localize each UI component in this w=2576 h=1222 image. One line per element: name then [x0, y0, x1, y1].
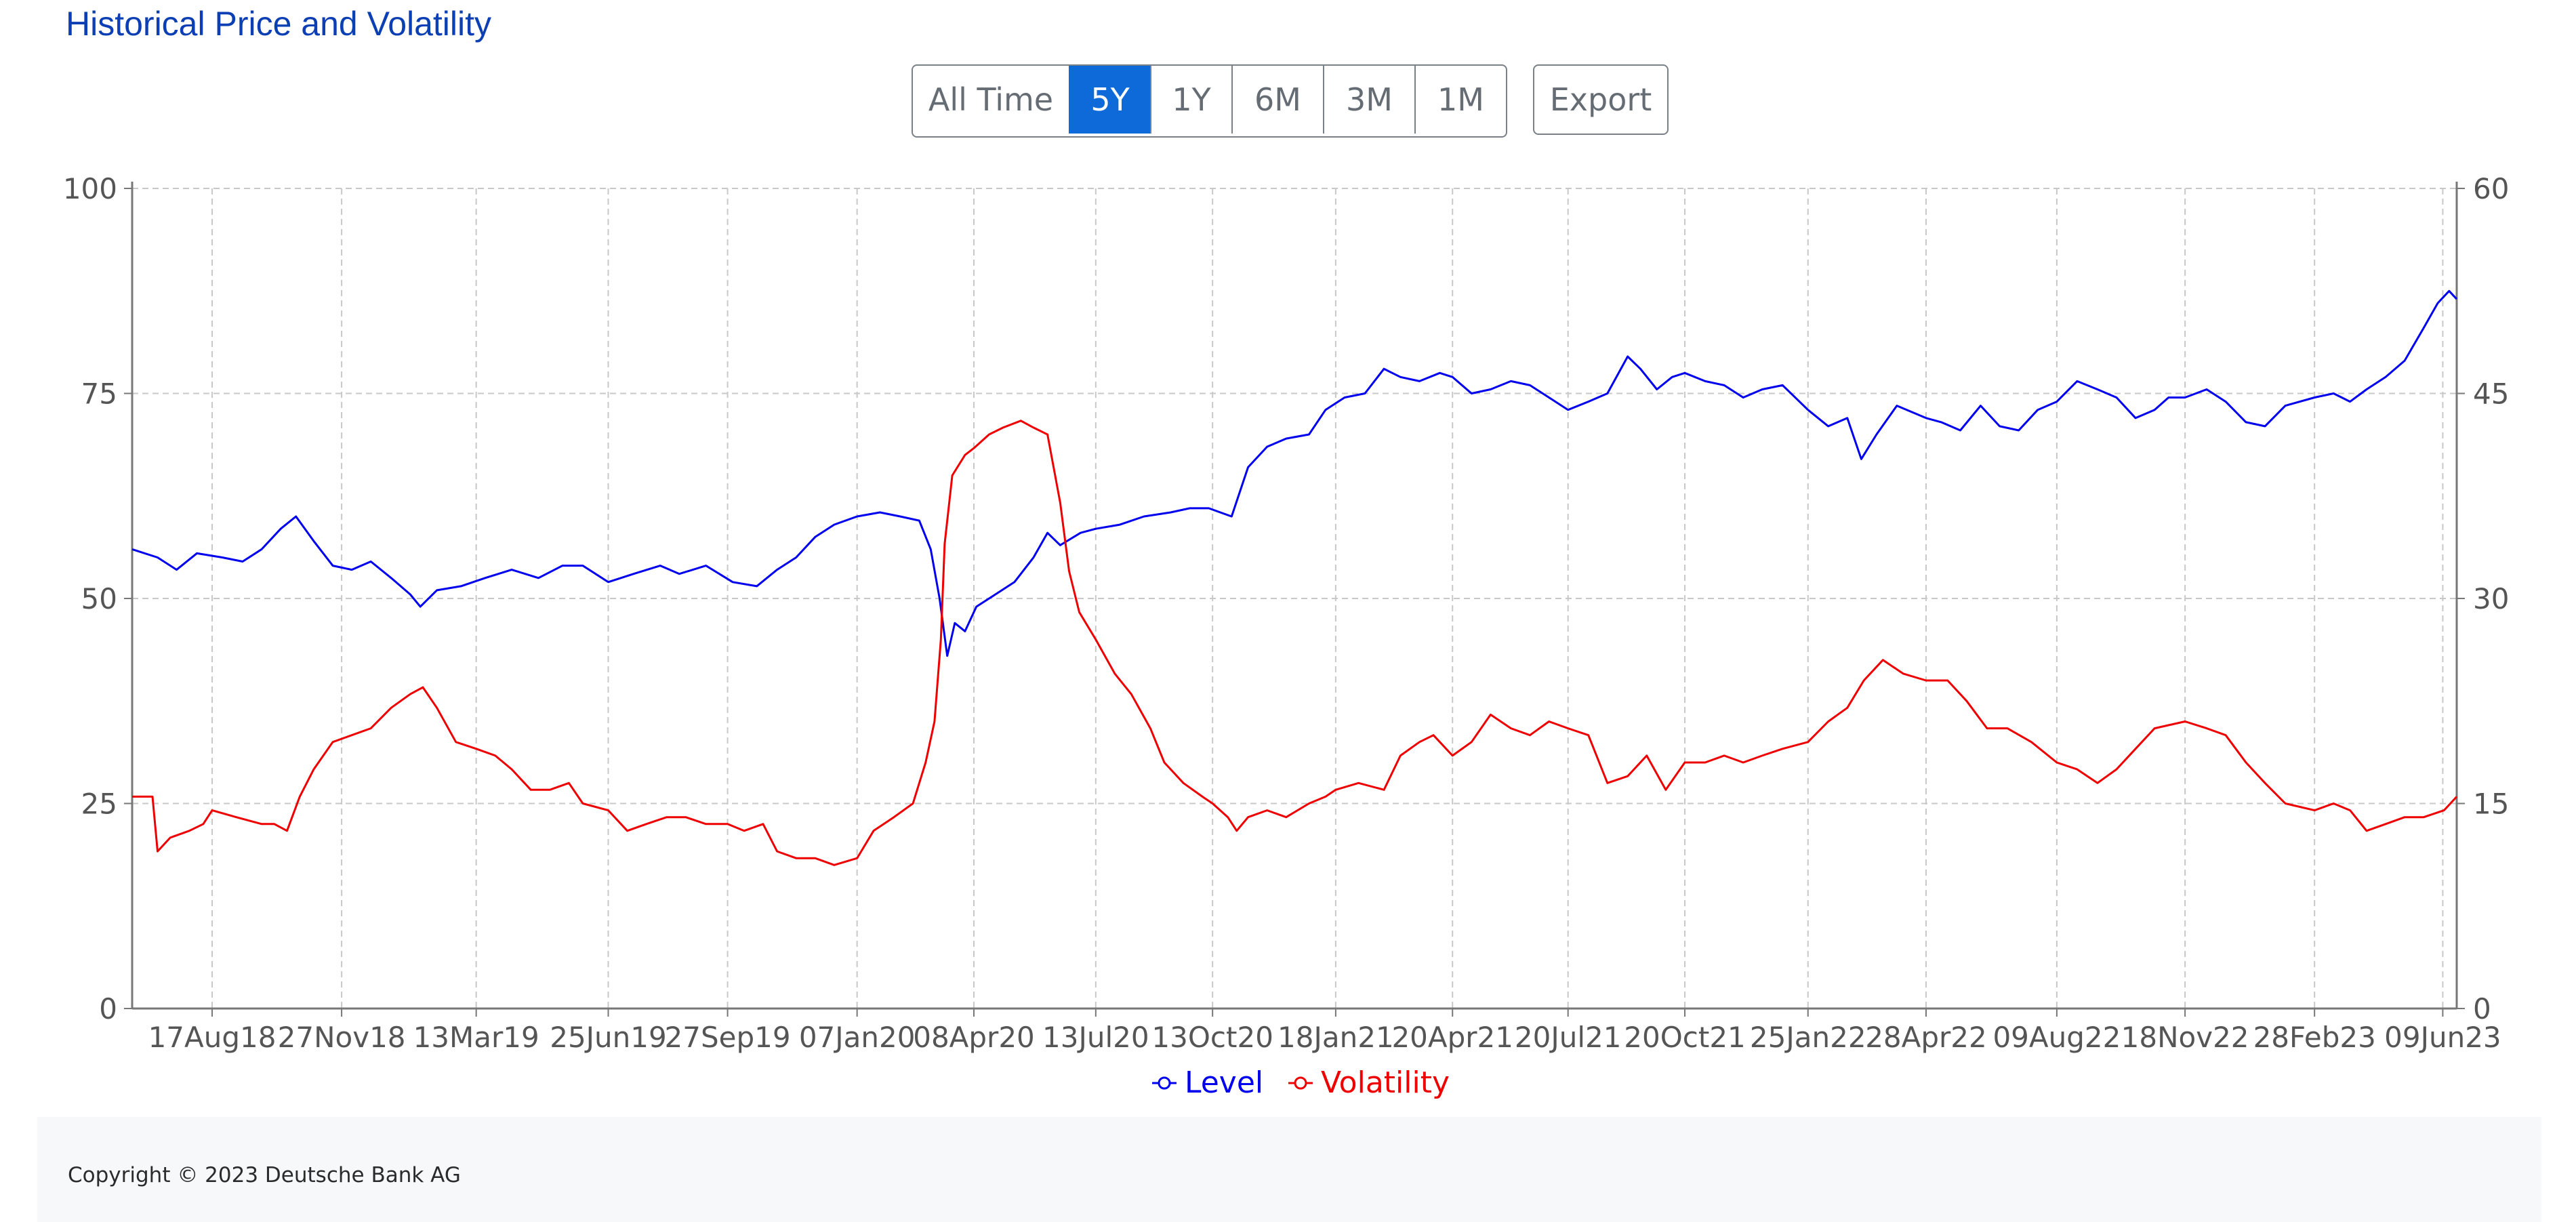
copyright-text: Copyright © 2023 Deutsche Bank AG: [68, 1163, 461, 1187]
chart-axes: [124, 182, 2465, 1017]
x-axis-tick-label: 13Mar19: [413, 1021, 539, 1054]
right-axis-tick-label: 30: [2473, 582, 2509, 615]
range-1y-button[interactable]: 1Y: [1150, 66, 1231, 134]
chart-legend: Level Volatility: [1152, 1065, 1450, 1100]
range-1m-button[interactable]: 1M: [1414, 66, 1506, 134]
x-axis-tick-label: 09Aug22: [1992, 1021, 2121, 1054]
x-axis-tick-label: 28Apr22: [1865, 1021, 1987, 1054]
x-axis-tick-label: 13Oct20: [1151, 1021, 1273, 1054]
range-button-group: All Time 5Y 1Y 6M 3M 1M: [912, 64, 1507, 138]
legend-marker-dot: [1158, 1076, 1171, 1090]
right-axis-tick-label: 0: [2473, 992, 2491, 1025]
x-axis-tick-label: 13Jul20: [1042, 1021, 1149, 1054]
chart-grid: [132, 188, 2457, 1009]
range-5y-button[interactable]: 5Y: [1069, 66, 1150, 134]
export-button[interactable]: Export: [1533, 64, 1669, 135]
x-axis-tick-label: 25Jun19: [550, 1021, 667, 1054]
x-axis-tick-label: 27Nov18: [278, 1021, 406, 1054]
series-line-level: [131, 289, 2458, 657]
left-axis-tick-label: 75: [81, 378, 117, 411]
range-all-time-button[interactable]: All Time: [928, 81, 1054, 118]
chart-series: [131, 289, 2458, 866]
series-line-volatility: [132, 420, 2458, 866]
x-axis-tick-label: 20Jul21: [1515, 1021, 1622, 1054]
footer: Copyright © 2023 Deutsche Bank AG: [37, 1117, 2541, 1222]
range-3m-button[interactable]: 3M: [1323, 66, 1414, 134]
x-axis-tick-label: 17Aug18: [148, 1021, 277, 1054]
x-axis-tick-label: 07Jan20: [799, 1021, 916, 1054]
legend-marker-dot: [1294, 1076, 1307, 1090]
x-axis-tick-label: 18Jan21: [1277, 1021, 1394, 1054]
legend-label-volatility: Volatility: [1321, 1065, 1450, 1100]
range-6m-button[interactable]: 6M: [1231, 66, 1323, 134]
x-axis-tick-label: 20Apr21: [1391, 1021, 1513, 1054]
left-axis-tick-label: 100: [63, 172, 117, 205]
x-axis-tick-label: 28Feb23: [2253, 1021, 2376, 1054]
price-volatility-chart: 0 25 50 75 100 0 15 30 45 60 17Aug18 27Nov18 13Mar19…: [63, 172, 2510, 1100]
x-axis-tick-label: 25Jan22: [1750, 1021, 1866, 1054]
page-title: Historical Price and Volatility: [66, 5, 492, 43]
left-axis-tick-label: 0: [99, 992, 117, 1025]
left-axis-tick-label: 50: [81, 582, 117, 615]
right-axis-tick-label: 60: [2473, 172, 2509, 205]
x-axis-tick-label: 20Oct21: [1624, 1021, 1746, 1054]
x-axis-tick-label: 18Nov22: [2121, 1021, 2249, 1054]
x-axis-tick-label: 27Sep19: [665, 1021, 791, 1054]
left-axis-tick-label: 25: [81, 788, 117, 821]
right-axis-tick-label: 15: [2473, 788, 2509, 821]
right-axis-tick-label: 45: [2473, 378, 2509, 411]
x-axis-tick-label: 08Apr20: [913, 1021, 1035, 1054]
chart-tick-labels: 0 25 50 75 100 0 15 30 45 60 17Aug18 27Nov18 13Mar19…: [63, 172, 2510, 1054]
legend-label-level: Level: [1185, 1065, 1263, 1100]
x-axis-tick-label: 09Jun23: [2384, 1021, 2501, 1054]
